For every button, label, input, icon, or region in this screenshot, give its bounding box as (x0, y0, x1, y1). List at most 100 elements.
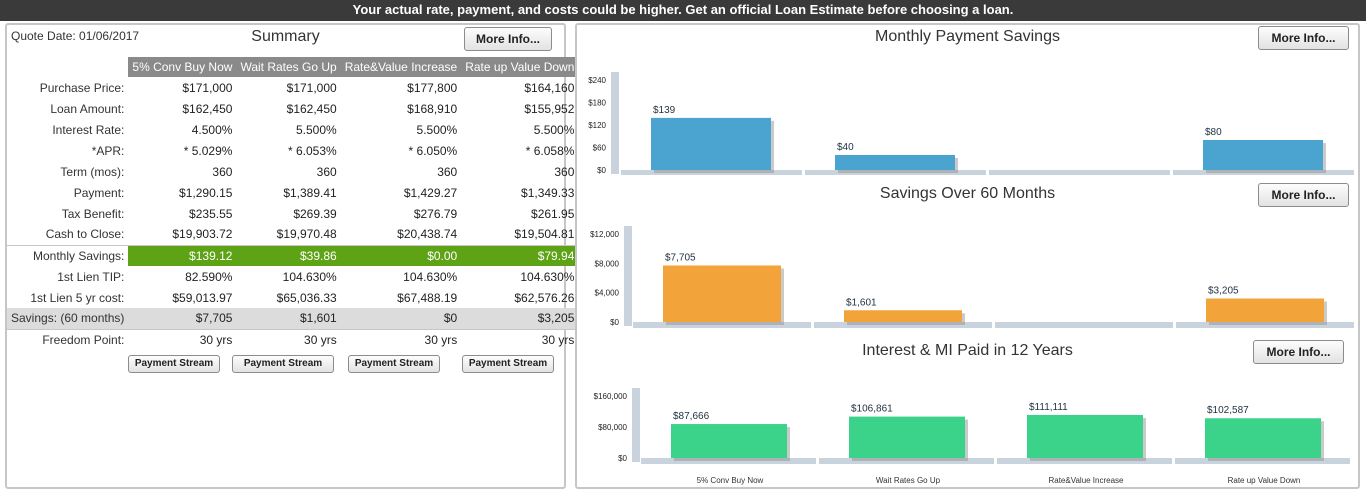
column-header: Wait Rates Go Up (236, 57, 341, 77)
row-value: $155,952 (524, 101, 575, 116)
row-value: $59,013.97 (172, 290, 233, 305)
row-label: Cash to Close: (45, 227, 125, 242)
row-value: $235.55 (189, 206, 233, 221)
monthly-savings-more-info-button[interactable]: More Info... (1258, 26, 1349, 50)
row-value: 5.500% (296, 122, 337, 137)
summary-row: Loan Amount: $162,450 $162,450 $168,910 $155… (7, 98, 578, 119)
row-value: $7,705 (128, 308, 237, 329)
row-value: * 6.053% (288, 143, 337, 158)
payment-stream-button[interactable]: Payment Stream (232, 355, 334, 373)
summary-row: Purchase Price: $171,000 $171,000 $177,800 $… (7, 77, 578, 98)
row-value: $3,205 (461, 308, 579, 329)
row-value: $168,910 (407, 101, 458, 116)
row-label: Interest Rate: (52, 122, 125, 137)
row-label: Freedom Point: (7, 328, 129, 350)
row-value: $162,450 (286, 101, 337, 116)
row-label: Payment: (73, 185, 125, 200)
row-label: 1st Lien TIP: (57, 269, 125, 284)
payment-stream-button[interactable]: Payment Stream (348, 355, 440, 373)
y-tick-label: $180 (588, 99, 606, 108)
summary-table: 5% Conv Buy Now Wait Rates Go Up Rate&Va… (7, 57, 579, 350)
row-value: 30 yrs (128, 328, 237, 350)
row-value: $39.86 (236, 244, 341, 266)
x-tick-label: Wait Rates Go Up (876, 476, 941, 485)
axis-floor-segment (814, 322, 992, 328)
data-label: $102,587 (1207, 405, 1249, 416)
row-value: $1,389.41 (283, 185, 337, 200)
row-value: $1,349.33 (521, 185, 575, 200)
chart-title: Interest & MI Paid in 12 Years (862, 342, 1073, 359)
axis-floor-segment (621, 170, 802, 175)
row-value: 5.500% (533, 122, 575, 137)
axis-floor-segment (819, 458, 994, 464)
axis-floor-segment (633, 322, 811, 328)
x-tick-label: Rate up Value Down (1228, 476, 1301, 485)
chart-title: Monthly Payment Savings (875, 28, 1060, 45)
data-label: $7,705 (665, 252, 696, 263)
summary-row: Term (mos): 360 360 360 360 (7, 161, 578, 182)
data-label: $3,205 (1208, 285, 1239, 296)
summary-more-info-button[interactable]: More Info... (464, 27, 552, 51)
disclaimer-banner: Your actual rate, payment, and costs cou… (0, 0, 1366, 21)
bar (663, 265, 781, 322)
bar (651, 117, 771, 170)
axis-floor-segment (995, 322, 1173, 328)
axis-floor-segment (805, 170, 986, 175)
row-value: 30 yrs (236, 328, 341, 350)
row-value: * 6.050% (408, 143, 458, 158)
column-header: Rate&Value Increase (340, 57, 462, 77)
row-value: $1,429.27 (403, 185, 458, 200)
charts-panel: Monthly Payment Savings More Info... $0 $… (575, 23, 1360, 489)
interest-mi-more-info-button[interactable]: More Info... (1253, 340, 1344, 364)
axis-floor-segment (1175, 458, 1350, 464)
y-tick-label: $240 (588, 76, 606, 85)
row-value: $0 (340, 308, 462, 329)
payment-stream-button[interactable]: Payment Stream (128, 355, 220, 373)
row-value: $177,800 (407, 80, 458, 95)
y-tick-label: $0 (610, 318, 619, 327)
row-value: 82.590% (185, 269, 233, 284)
summary-row: Tax Benefit: $235.55 $269.39 $276.79 $261.95 (7, 203, 578, 224)
data-label: $80 (1205, 127, 1222, 138)
column-header: Rate up Value Down (461, 57, 579, 77)
monthly-savings-row: Monthly Savings: $139.12 $39.86 $0.00 $79.94 (7, 244, 579, 266)
summary-panel: Quote Date: 01/06/2017 Summary More Info… (5, 23, 579, 489)
row-value: 5.500% (416, 122, 458, 137)
bar (849, 416, 965, 458)
row-value: $1,290.15 (179, 185, 233, 200)
y-axis-strip (624, 226, 632, 326)
row-value: $65,036.33 (276, 290, 337, 305)
bar (835, 155, 955, 170)
bar (844, 310, 962, 322)
savings-60-more-info-button[interactable]: More Info... (1258, 183, 1349, 207)
row-value: * 5.029% (183, 143, 233, 158)
y-tick-label: $12,000 (590, 230, 619, 239)
row-value: * 6.058% (525, 143, 575, 158)
axis-floor-segment (641, 458, 816, 464)
row-value: 104.630% (282, 269, 337, 284)
row-value: $164,160 (524, 80, 575, 95)
row-value: $19,903.72 (172, 227, 233, 242)
row-value: $276.79 (413, 206, 458, 221)
y-tick-label: $0 (618, 454, 627, 463)
row-value: $261.95 (531, 206, 575, 221)
data-label: $106,861 (851, 404, 893, 415)
row-value: 360 (437, 164, 458, 179)
lien-tip-row: 1st Lien TIP: 82.590% 104.630% 104.630% 104.… (7, 266, 578, 287)
y-tick-label: $120 (588, 121, 606, 130)
monthly-payment-savings-chart: $0$60$120$180$240$1395% Conv Buy Now$40W… (588, 72, 1354, 175)
x-tick-label: Rate&Value Increase (1048, 476, 1124, 485)
row-value: 104.630% (403, 269, 458, 284)
summary-header-row: 5% Conv Buy Now Wait Rates Go Up Rate&Va… (7, 57, 579, 77)
row-label: Tax Benefit: (61, 206, 125, 221)
axis-floor-segment (997, 458, 1172, 464)
row-value: 4.500% (191, 122, 233, 137)
column-header: 5% Conv Buy Now (128, 57, 237, 77)
row-value: $0.00 (340, 244, 462, 266)
data-label: $139 (653, 105, 676, 116)
payment-stream-button[interactable]: Payment Stream (462, 355, 554, 373)
data-label: $111,111 (1029, 402, 1068, 413)
summary-row: Cash to Close: $19,903.72 $19,970.48 $20,43… (7, 224, 578, 245)
summary-row: *APR: * 5.029% * 6.053% * 6.050% * 6.058% (7, 140, 578, 161)
y-tick-label: $80,000 (598, 423, 627, 432)
